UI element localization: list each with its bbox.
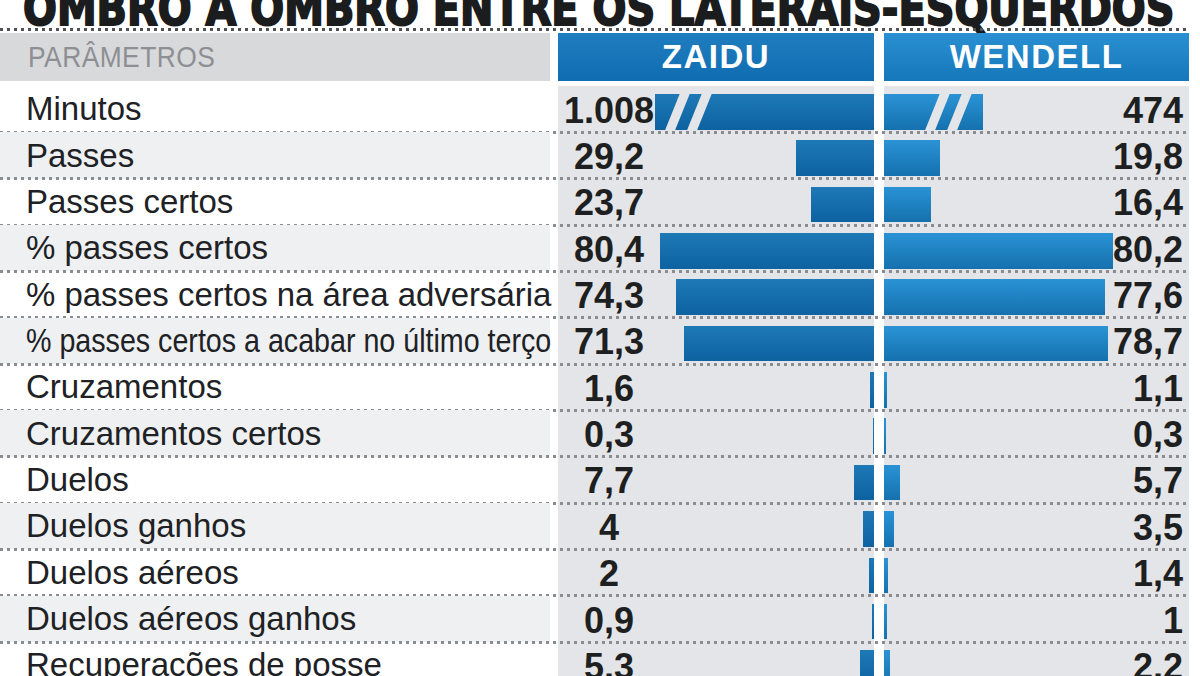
zaidu-value: 5,3 (558, 645, 660, 676)
row-parameter-label: % passes certos a acabar no último terço (26, 318, 551, 364)
row-parameter-label: % passes certos na área adversária (26, 271, 551, 317)
zaidu-bar (655, 94, 874, 130)
bar-break-mark (923, 94, 952, 130)
row-parameter-label: Passes (26, 132, 134, 178)
zaidu-bar (660, 233, 874, 269)
zaidu-bar (684, 326, 874, 362)
zaidu-bar (676, 279, 874, 315)
row-parameter-label: Duelos aéreos ganhos (26, 596, 356, 642)
zaidu-bar (796, 140, 874, 176)
zaidu-value: 80,4 (558, 228, 660, 271)
table-row: Cruzamentos 1,6 1,1 (0, 364, 1200, 410)
wendell-header-label: WENDELL (950, 38, 1124, 76)
wendell-bar (884, 650, 890, 676)
zaidu-value: 0,3 (558, 413, 660, 456)
parameters-header-label: PARÂMETROS (28, 40, 215, 74)
row-parameter-label: Minutos (26, 86, 142, 132)
wendell-value: 77,6 (1013, 274, 1183, 317)
zaidu-value: 29,2 (558, 135, 660, 178)
table-row: Passes 29,2 19,8 (0, 132, 1200, 178)
wendell-value: 3,5 (1013, 506, 1183, 549)
zaidu-bar (860, 650, 874, 676)
zaidu-value: 7,7 (558, 460, 660, 503)
zaidu-bar (872, 604, 874, 640)
wendell-bar (884, 94, 983, 130)
wendell-bar (884, 604, 887, 640)
table-row: Duelos ganhos 4 3,5 (0, 503, 1200, 549)
bar-break-mark (945, 94, 974, 130)
table-row: Minutos 1.008 474 (0, 86, 1200, 132)
wendell-value: 1 (1013, 599, 1183, 642)
wendell-bar (884, 187, 931, 223)
top-dotted-divider (0, 28, 1189, 31)
wendell-bar (884, 418, 886, 454)
row-parameter-label: Duelos (26, 457, 129, 503)
table-row: Duelos aéreos 2 1,4 (0, 550, 1200, 596)
table-row: Duelos aéreos ganhos 0,9 1 (0, 596, 1200, 642)
table-row: Duelos 7,7 5,7 (0, 457, 1200, 503)
wendell-value: 2,2 (1013, 645, 1183, 676)
zaidu-header-label: ZAIDU (662, 38, 770, 76)
zaidu-header-band: ZAIDU (558, 33, 874, 81)
zaidu-bar (873, 418, 875, 454)
zaidu-bar (870, 372, 874, 408)
table-row: Recuperações de posse 5,3 2,2 (0, 642, 1200, 676)
table-row: Cruzamentos certos 0,3 0,3 (0, 410, 1200, 456)
wendell-value: 1,1 (1013, 367, 1183, 410)
zaidu-value: 23,7 (558, 182, 660, 225)
zaidu-value: 71,3 (558, 321, 660, 364)
wendell-value: 1,4 (1013, 553, 1183, 596)
zaidu-value: 2 (558, 553, 660, 596)
zaidu-bar (854, 465, 874, 501)
zaidu-value: 74,3 (558, 274, 660, 317)
row-parameter-label: Cruzamentos (26, 364, 222, 410)
zaidu-value: 1,6 (558, 367, 660, 410)
wendell-bar (884, 372, 887, 408)
row-parameter-label: Duelos ganhos (26, 503, 246, 549)
table-row: % passes certos a acabar no último terço… (0, 318, 1200, 364)
wendell-header-band: WENDELL (884, 33, 1189, 81)
row-parameter-label: Passes certos (26, 179, 233, 225)
zaidu-bar (863, 511, 874, 547)
table-row: % passes certos na área adversária 74,3 … (0, 271, 1200, 317)
row-parameter-label: Cruzamentos certos (26, 410, 321, 456)
parameters-header-band: PARÂMETROS (0, 33, 550, 81)
row-parameter-label: Recuperações de posse (26, 642, 382, 676)
zaidu-value: 0,9 (558, 599, 660, 642)
table-row: Passes certos 23,7 16,4 (0, 179, 1200, 225)
wendell-value: 19,8 (1013, 135, 1183, 178)
wendell-bar (884, 140, 940, 176)
zaidu-bar (811, 187, 874, 223)
wendell-bar (884, 511, 894, 547)
zaidu-bar (869, 558, 874, 594)
table-row: % passes certos 80,4 80,2 (0, 225, 1200, 271)
bar-break-mark (685, 94, 714, 130)
wendell-value: 0,3 (1013, 413, 1183, 456)
zaidu-value: 4 (558, 506, 660, 549)
zaidu-value: 1.008 (558, 89, 660, 132)
row-parameter-label: % passes certos (26, 225, 268, 271)
wendell-value: 78,7 (1013, 321, 1183, 364)
wendell-bar (884, 558, 888, 594)
row-parameter-label: Duelos aéreos (26, 550, 239, 596)
wendell-value: 16,4 (1013, 182, 1183, 225)
wendell-value: 5,7 (1013, 460, 1183, 503)
bar-break-mark (663, 94, 692, 130)
wendell-value: 474 (1013, 89, 1183, 132)
wendell-value: 80,2 (1013, 228, 1183, 271)
infographic-canvas: OMBRO A OMBRO ENTRE OS LATERAIS-ESQUERDO… (0, 0, 1200, 676)
wendell-bar (884, 465, 900, 501)
